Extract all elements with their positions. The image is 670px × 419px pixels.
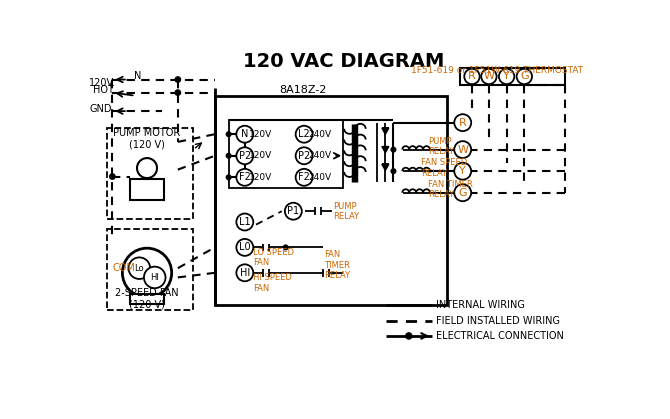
Circle shape	[481, 69, 496, 84]
Text: L2: L2	[298, 129, 310, 139]
Circle shape	[454, 184, 471, 201]
Circle shape	[110, 174, 115, 179]
Circle shape	[175, 77, 180, 82]
Circle shape	[144, 266, 165, 288]
Circle shape	[237, 239, 253, 256]
Text: W: W	[457, 145, 468, 155]
Bar	[130, 295, 164, 304]
Circle shape	[237, 147, 253, 164]
Text: R: R	[459, 118, 466, 128]
Text: 1F51-619 or 1F51W-619 THERMOSTAT: 1F51-619 or 1F51W-619 THERMOSTAT	[411, 66, 584, 75]
Text: G: G	[520, 72, 529, 81]
Circle shape	[295, 147, 313, 164]
Polygon shape	[382, 128, 389, 134]
Circle shape	[129, 257, 150, 279]
Text: FAN
TIMER
RELAY: FAN TIMER RELAY	[324, 250, 350, 280]
Text: L0: L0	[239, 243, 251, 252]
Text: 120V: 120V	[249, 173, 272, 182]
Text: PUMP MOTOR
(120 V): PUMP MOTOR (120 V)	[113, 128, 181, 150]
Circle shape	[517, 69, 532, 84]
Text: Y: Y	[503, 72, 510, 81]
Bar	[107, 229, 193, 310]
Circle shape	[499, 69, 515, 84]
Text: 120V: 120V	[249, 151, 272, 160]
Text: G: G	[458, 188, 467, 198]
Circle shape	[237, 126, 253, 143]
Circle shape	[283, 245, 288, 250]
Bar	[215, 96, 448, 305]
Text: 120V: 120V	[249, 130, 272, 139]
Text: F2: F2	[298, 172, 310, 182]
Text: N: N	[134, 72, 141, 81]
Text: 8A18Z-2: 8A18Z-2	[279, 85, 326, 95]
Circle shape	[285, 203, 302, 220]
Text: FIELD INSTALLED WIRING: FIELD INSTALLED WIRING	[436, 316, 559, 326]
Circle shape	[175, 90, 180, 96]
Polygon shape	[382, 164, 389, 171]
Circle shape	[454, 141, 471, 158]
Text: Y: Y	[460, 166, 466, 176]
Text: PUMP
RELAY: PUMP RELAY	[334, 202, 360, 221]
Circle shape	[237, 169, 253, 186]
Text: COM: COM	[113, 263, 135, 273]
Text: 2-SPEED FAN
(120 V): 2-SPEED FAN (120 V)	[115, 288, 179, 310]
Text: 240V: 240V	[308, 151, 331, 160]
Circle shape	[406, 333, 412, 339]
Circle shape	[237, 214, 253, 230]
Circle shape	[137, 158, 157, 178]
Text: PUMP
RELAY: PUMP RELAY	[428, 137, 454, 156]
Circle shape	[454, 163, 471, 180]
Bar	[130, 179, 164, 200]
Bar	[228, 120, 342, 188]
Text: F2: F2	[239, 172, 251, 182]
Circle shape	[454, 114, 471, 131]
Text: 120 VAC DIAGRAM: 120 VAC DIAGRAM	[243, 52, 444, 70]
Text: Lo: Lo	[135, 264, 144, 273]
Circle shape	[226, 175, 231, 180]
Circle shape	[295, 126, 313, 143]
Text: 240V: 240V	[308, 130, 331, 139]
Text: R: R	[468, 72, 476, 81]
Circle shape	[226, 132, 231, 137]
Circle shape	[123, 248, 172, 297]
Text: P2: P2	[239, 151, 251, 161]
Text: ELECTRICAL CONNECTION: ELECTRICAL CONNECTION	[436, 331, 563, 341]
Text: 120V: 120V	[89, 78, 115, 88]
Text: INTERNAL WIRING: INTERNAL WIRING	[436, 300, 525, 310]
Text: FAN TIMER
RELAY: FAN TIMER RELAY	[428, 180, 473, 199]
Text: 240V: 240V	[308, 173, 331, 182]
Bar	[107, 128, 193, 219]
Circle shape	[226, 153, 231, 158]
Circle shape	[391, 169, 396, 173]
Circle shape	[295, 169, 313, 186]
Text: GND: GND	[89, 104, 112, 114]
Bar	[460, 68, 565, 85]
Text: W: W	[484, 72, 494, 81]
Circle shape	[237, 264, 253, 281]
Text: HI: HI	[150, 273, 159, 282]
Text: P2: P2	[298, 151, 310, 161]
Text: HI SPEED
FAN: HI SPEED FAN	[253, 273, 292, 292]
Text: HI: HI	[240, 268, 250, 278]
Circle shape	[137, 180, 157, 200]
Text: P1: P1	[287, 206, 299, 216]
Text: N: N	[241, 129, 249, 139]
Circle shape	[464, 69, 480, 84]
Polygon shape	[382, 147, 389, 153]
Text: HOT: HOT	[93, 85, 114, 95]
Text: FAN SPEED
RELAY: FAN SPEED RELAY	[421, 158, 468, 178]
Text: L1: L1	[239, 217, 251, 227]
Circle shape	[391, 147, 396, 152]
Text: LO SPEED
FAN: LO SPEED FAN	[253, 248, 294, 267]
